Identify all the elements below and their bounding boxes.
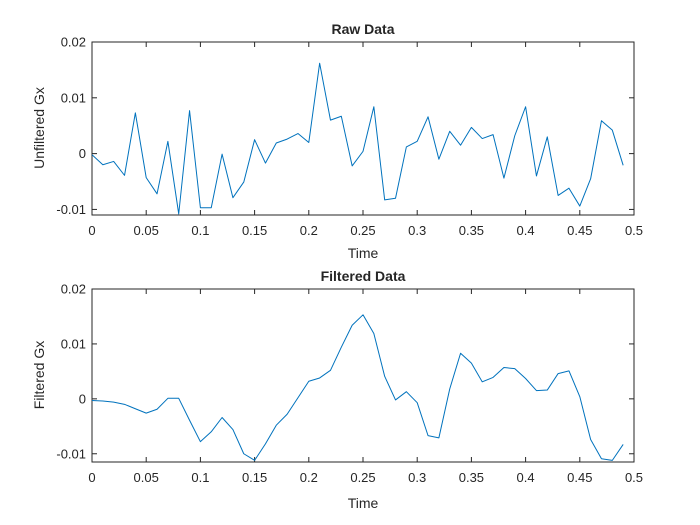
series-layer	[92, 314, 624, 461]
x-tick-label: 0.25	[350, 223, 375, 238]
series-line	[92, 314, 624, 461]
x-tick-label: 0.5	[625, 470, 643, 485]
series-line	[92, 62, 624, 215]
x-axis-label: Time	[348, 495, 379, 511]
x-tick-label: 0	[88, 223, 95, 238]
x-tick-label: 0.3	[408, 470, 426, 485]
chart-title: Raw Data	[331, 21, 394, 37]
y-tick-label: 0	[79, 146, 86, 161]
x-tick-label: 0.45	[567, 223, 592, 238]
y-ticks: -0.01 0 0.01 0.02	[56, 282, 634, 461]
x-tick-label: 0.5	[625, 223, 643, 238]
x-tick-label: 0.15	[242, 223, 267, 238]
y-tick-label: -0.01	[56, 202, 86, 217]
series-layer	[92, 62, 624, 215]
y-tick-label: 0.02	[61, 35, 86, 50]
x-ticks: 0 0.05 0.1 0.15 0.2 0.25 0.3 0.35 0.4 0.45 0.5	[88, 42, 643, 238]
x-tick-label: 0.3	[408, 223, 426, 238]
y-axis-label: Filtered Gx	[31, 341, 47, 409]
x-tick-label: 0.35	[459, 223, 484, 238]
x-tick-label: 0.2	[300, 470, 318, 485]
y-tick-label: 0.02	[61, 282, 86, 297]
chart-title: Filtered Data	[321, 268, 406, 284]
x-tick-label: 0.1	[191, 223, 209, 238]
x-tick-label: 0.05	[134, 223, 159, 238]
y-tick-label: 0	[79, 391, 86, 406]
x-tick-label: 0.45	[567, 470, 592, 485]
raw-data-axes: Raw Data 0 0.05 0.1 0.15 0.2 0.25 0.3 0.35 0.4 0.…	[31, 21, 643, 261]
y-tick-label: -0.01	[56, 446, 86, 461]
x-tick-label: 0.15	[242, 470, 267, 485]
x-tick-label: 0	[88, 470, 95, 485]
x-tick-label: 0.25	[350, 470, 375, 485]
x-ticks: 0 0.05 0.1 0.15 0.2 0.25 0.3 0.35 0.4 0.45 0.5	[88, 289, 643, 485]
filtered-data-axes: Filtered Data 0 0.05 0.1 0.15 0.2 0.25 0.3 0.35…	[31, 268, 643, 511]
y-tick-label: 0.01	[61, 90, 86, 105]
y-ticks: -0.01 0 0.01 0.02	[56, 35, 634, 217]
x-tick-label: 0.05	[134, 470, 159, 485]
x-tick-label: 0.4	[517, 223, 535, 238]
y-axis-label: Unfiltered Gx	[31, 87, 47, 169]
plot-area	[91, 288, 635, 463]
x-tick-label: 0.35	[459, 470, 484, 485]
x-axis-label: Time	[348, 245, 379, 261]
x-tick-label: 0.4	[517, 470, 535, 485]
y-tick-label: 0.01	[61, 336, 86, 351]
x-tick-label: 0.1	[191, 470, 209, 485]
x-tick-label: 0.2	[300, 223, 318, 238]
plot-area	[91, 41, 635, 216]
